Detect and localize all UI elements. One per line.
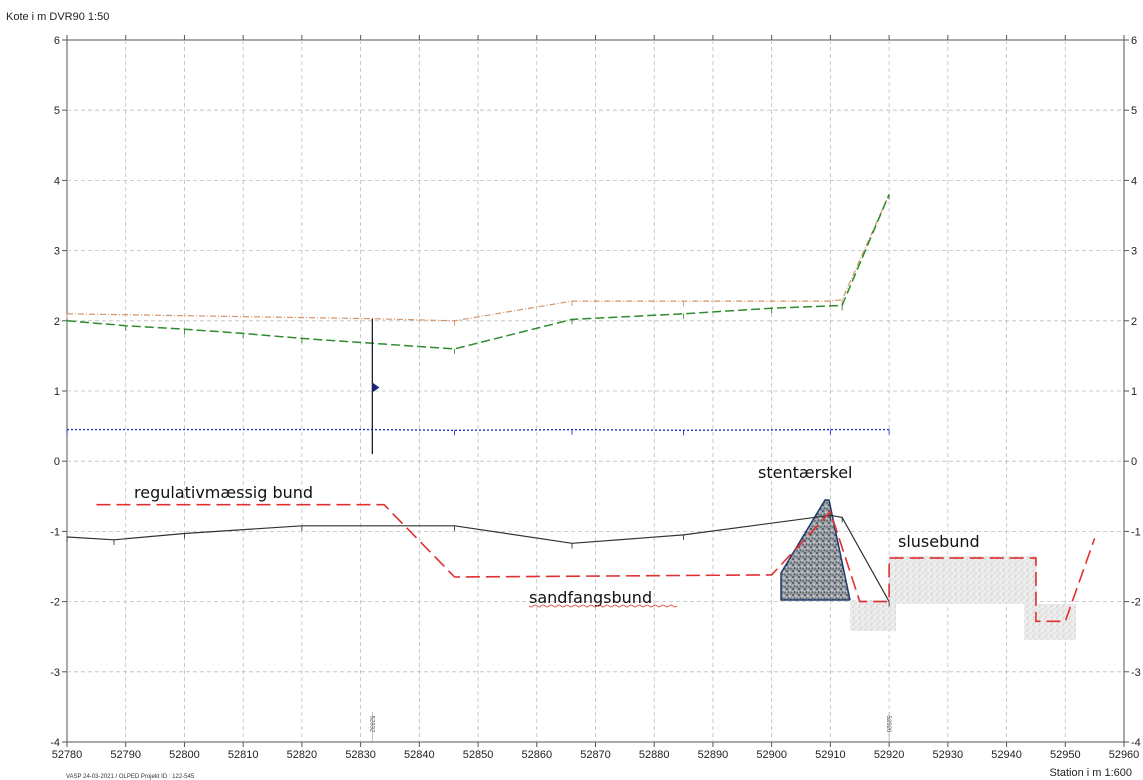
annotation-stentaerskel: stentærskel (758, 463, 852, 482)
spellcheck-underline (528, 604, 678, 608)
y-tick-label: 0 (54, 456, 60, 468)
y-tick-label: -2 (50, 597, 60, 609)
y-tick-label-right: -3 (1131, 667, 1141, 679)
footer-text: VASP 24-03-2021 / OLPED Projekt ID : 122… (66, 774, 195, 780)
x-tick-label: 52910 (815, 749, 846, 761)
y-tick-label: 5 (54, 105, 60, 117)
y-tick-label: -4 (50, 737, 60, 749)
x-tick-label: 52870 (580, 749, 611, 761)
x-tick-label: 52840 (404, 749, 435, 761)
y-tick-label: 2 (54, 316, 60, 328)
marker-layer: 52832 52920 (368, 318, 891, 742)
station-marker-label: 52832 (368, 716, 374, 733)
x-tick-label: 52920 (874, 749, 905, 761)
series-line-0 (66, 194, 890, 322)
x-tick-label: 52810 (228, 749, 259, 761)
y-tick-label-right: 1 (1131, 386, 1137, 398)
x-axis-title: Station i m 1:600 (1049, 767, 1132, 779)
stentaerskel-rock-fill (780, 499, 851, 601)
x-tick-label: 52890 (698, 749, 729, 761)
y-tick-label-right: -1 (1131, 526, 1141, 538)
annotation-sandfangsbund: sandfangsbund (529, 588, 652, 607)
y-tick-label: 6 (54, 35, 60, 47)
x-tick-label: 52780 (52, 749, 83, 761)
y-tick-label-right: -2 (1131, 597, 1141, 609)
x-tick-label: 52900 (756, 749, 787, 761)
x-tick-label: 52850 (463, 749, 494, 761)
x-tick-label: 52950 (1050, 749, 1081, 761)
x-tick-label: 52940 (991, 749, 1022, 761)
sluice-fill-main (889, 556, 1037, 604)
sluice-fill-left (850, 600, 896, 631)
y-tick-label-right: 5 (1131, 105, 1137, 117)
x-tick-label: 52790 (110, 749, 141, 761)
water-level-marker (372, 382, 380, 393)
annotation-regulativmaessig-bund: regulativmæssig bund (134, 483, 313, 502)
y-tick-label-right: -4 (1131, 737, 1141, 749)
x-tick-label: 52860 (521, 749, 552, 761)
x-tick-label: 52880 (639, 749, 670, 761)
x-tick-label: 52930 (933, 749, 964, 761)
y-tick-label: 4 (54, 175, 60, 187)
y-tick-label: 3 (54, 246, 60, 258)
y-axis-title: Kote i m DVR90 1:50 (6, 11, 109, 23)
y-tick-label: -1 (50, 526, 60, 538)
x-tick-label: 52960 (1109, 749, 1140, 761)
y-tick-label: -3 (50, 667, 60, 679)
x-tick-label: 52800 (169, 749, 200, 761)
y-tick-label-right: 2 (1131, 316, 1137, 328)
y-tick-label: 1 (54, 386, 60, 398)
annotation-slusebund: slusebund (898, 532, 980, 551)
series-line-2 (67, 428, 890, 432)
y-tick-label-right: 3 (1131, 246, 1137, 258)
y-tick-label-right: 6 (1131, 35, 1137, 47)
series-line-1 (66, 194, 890, 350)
y-tick-label-right: 4 (1131, 175, 1137, 187)
station-marker-label: 52920 (885, 716, 891, 733)
structure-fills (780, 499, 1076, 640)
x-tick-label: 52820 (287, 749, 318, 761)
series-line-4 (96, 503, 1096, 623)
series-line-3 (66, 514, 890, 602)
x-tick-label: 52830 (345, 749, 376, 761)
y-tick-label-right: 0 (1131, 456, 1137, 468)
grid-layer: 52780 52790 52800 52810 52820 52830 52840 52850… (50, 35, 1141, 761)
